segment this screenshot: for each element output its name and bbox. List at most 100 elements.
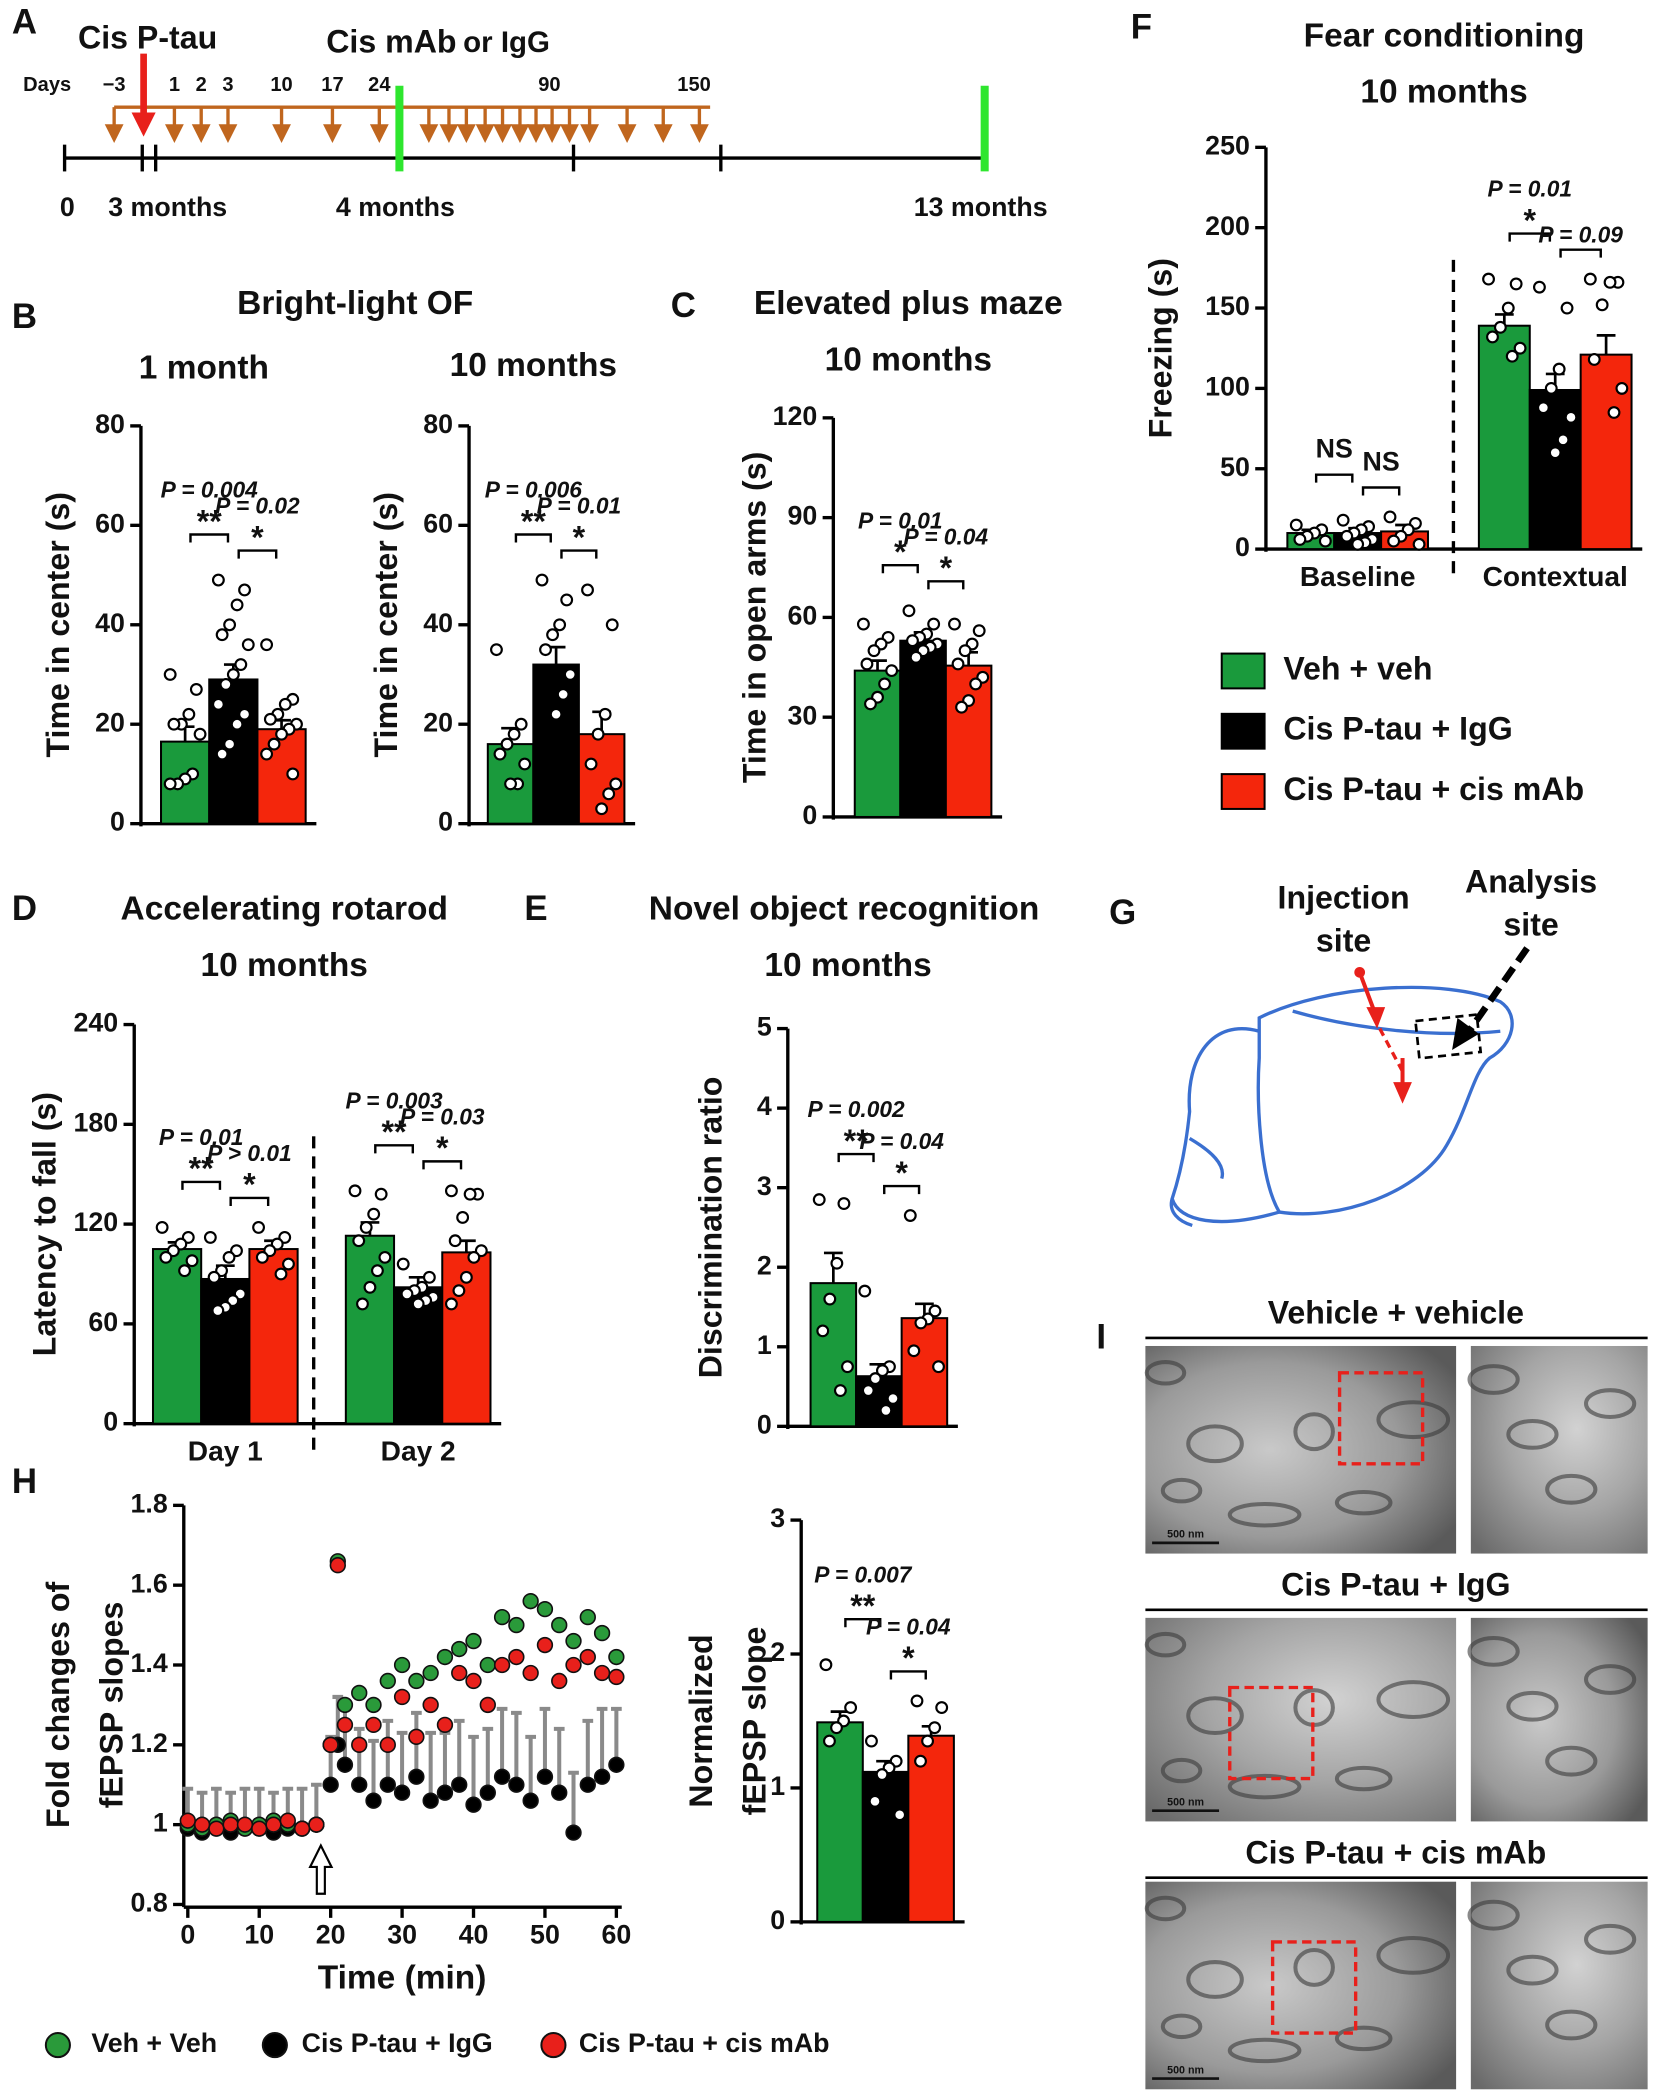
chart-title: Novel object recognition (649, 891, 1040, 928)
scale-label: 500 nm (1167, 1797, 1204, 1809)
significance-mark: ** (197, 503, 223, 539)
data-point (522, 1792, 539, 1809)
y-tick-label: 40 (423, 608, 453, 638)
data-point (422, 1270, 436, 1284)
data-point (1293, 533, 1307, 546)
error-bar (439, 1730, 451, 1793)
significance-bracket (883, 1184, 921, 1195)
p-value: P = 0.04 (866, 1614, 951, 1640)
month-label: 4 months (336, 192, 455, 222)
data-point (1340, 529, 1354, 543)
data-point (444, 1297, 458, 1311)
legend-label: Veh + Veh (91, 2028, 217, 2058)
data-point (868, 1794, 882, 1808)
chart-subtitle: 10 months (201, 947, 368, 984)
significance-bracket (422, 1160, 463, 1170)
significance-mark: NS (1316, 434, 1353, 464)
em-texture (1144, 1631, 1187, 1658)
significance-mark: * (895, 1155, 908, 1191)
data-point (823, 1292, 837, 1306)
data-point (1493, 320, 1507, 334)
data-point (1482, 272, 1495, 286)
data-point (948, 617, 961, 631)
injection-arrow-head (218, 124, 238, 144)
data-point (167, 717, 181, 731)
day-label: 1 (169, 74, 180, 96)
brain-label: site (1503, 906, 1558, 942)
injection-arrow-head (653, 124, 673, 144)
y-tick-label: 1.6 (130, 1568, 167, 1598)
y-axis-label: Time in center (s) (40, 492, 76, 757)
em-texture (1144, 1360, 1187, 1386)
data-point (422, 1664, 439, 1682)
data-point (211, 573, 225, 587)
data-point (1412, 537, 1426, 551)
data-point (579, 1776, 596, 1793)
y-tick-label: 30 (787, 700, 817, 730)
em-texture (1506, 1954, 1559, 1986)
em-texture (1506, 1690, 1559, 1722)
data-point (1336, 513, 1350, 527)
error-bar (453, 1718, 465, 1785)
data-point (1505, 349, 1519, 363)
bar (861, 1770, 910, 1923)
data-point (215, 747, 229, 761)
panel-label: A (12, 2, 37, 41)
data-point (451, 1664, 468, 1682)
significance-bracket (181, 1180, 222, 1190)
y-tick-label: 0 (1235, 532, 1250, 562)
scale-label: 500 nm (1167, 2064, 1204, 2076)
data-point (490, 643, 503, 657)
data-point (819, 1658, 833, 1672)
data-point (408, 1672, 425, 1690)
brain-label: Injection (1278, 879, 1410, 915)
day-label: 24 (368, 74, 391, 96)
data-point (408, 1768, 425, 1785)
panel-label: B (12, 297, 37, 336)
em-image (1145, 1345, 1457, 1554)
data-point (336, 1716, 354, 1734)
data-point (500, 737, 514, 751)
data-point (837, 1197, 851, 1211)
data-point (348, 1184, 362, 1198)
data-point (185, 1254, 199, 1268)
em-texture (1186, 1960, 1244, 1999)
data-point (560, 593, 574, 607)
significance-bracket (374, 1144, 415, 1154)
data-point (951, 657, 965, 671)
data-point (535, 573, 549, 587)
data-point (393, 1784, 411, 1801)
bar (532, 663, 580, 825)
em-texture (1186, 1696, 1244, 1736)
data-point (365, 1716, 382, 1734)
p-value: P = 0.003 (345, 1087, 443, 1113)
month-label: 13 months (914, 192, 1048, 222)
data-point (1383, 510, 1397, 524)
y-tick-label: 2 (770, 1637, 785, 1667)
significance-mark: * (894, 534, 907, 570)
significance-mark: ** (844, 1123, 870, 1159)
injection-arrow-head (439, 124, 459, 144)
error-bar (539, 1706, 551, 1777)
x-tick-label: 40 (459, 1920, 489, 1950)
data-point (875, 1768, 889, 1781)
legend-swatch (1220, 773, 1266, 810)
y-axis-label: Normalized (683, 1634, 719, 1807)
data-point (1615, 381, 1629, 395)
y-tick-label: 3 (757, 1171, 772, 1201)
significance-mark: ** (382, 1114, 408, 1150)
x-axis-label: Time (min) (318, 1959, 487, 1996)
em-texture (1334, 2025, 1393, 2052)
error-bar (496, 1706, 508, 1777)
data-point (179, 1812, 196, 1829)
data-point (422, 1792, 439, 1809)
data-point (508, 1616, 525, 1634)
data-point (565, 1656, 582, 1674)
data-point (1603, 275, 1617, 289)
data-point (932, 1360, 945, 1374)
data-point (208, 1820, 225, 1837)
timeline-label: Days (23, 74, 71, 96)
data-point (551, 1672, 568, 1690)
data-point (493, 1608, 511, 1626)
em-texture (1334, 1765, 1393, 1792)
